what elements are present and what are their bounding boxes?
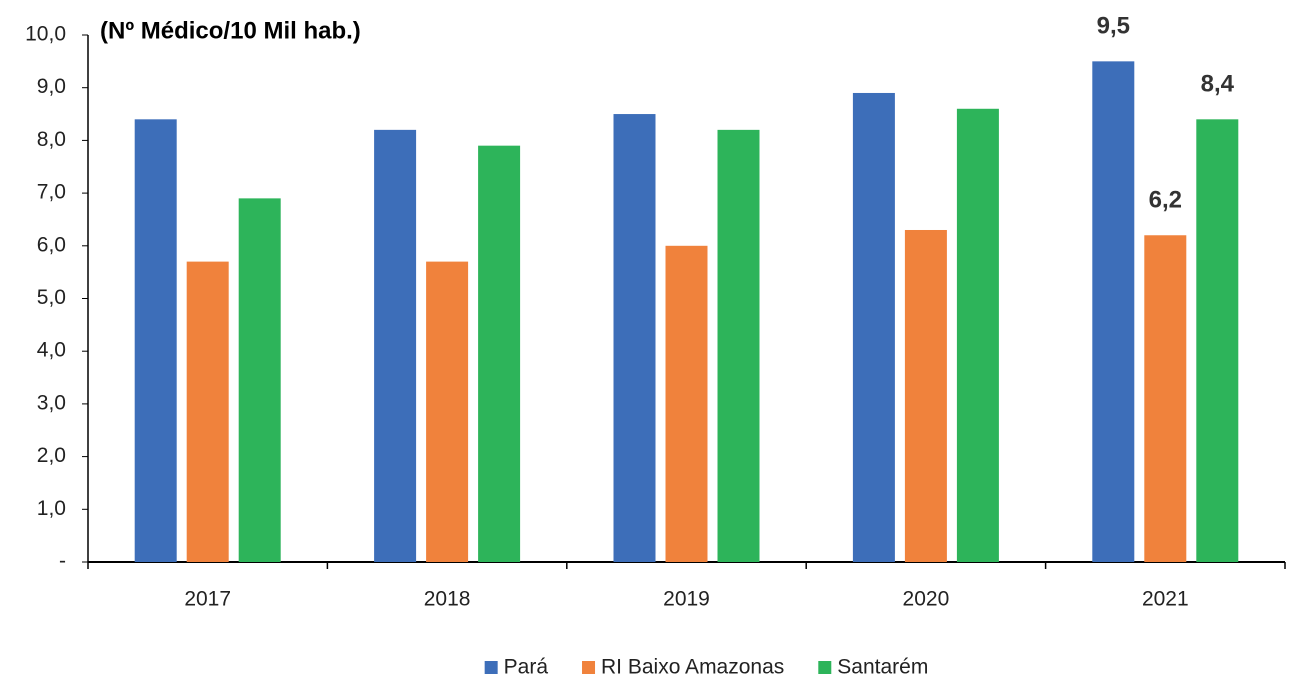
- bar: [374, 129, 417, 563]
- value-label: 6,2: [1149, 187, 1182, 214]
- bar: [238, 198, 281, 562]
- x-tick-label: 2020: [903, 588, 950, 611]
- x-tick-label: 2018: [424, 588, 471, 611]
- y-tick-label: 4,0: [37, 339, 66, 362]
- bar: [186, 261, 229, 562]
- x-tick-label: 2017: [184, 588, 231, 611]
- x-tick-label: 2021: [1142, 588, 1189, 611]
- bar: [1144, 235, 1187, 562]
- bar: [956, 108, 999, 562]
- bar: [1092, 61, 1135, 562]
- y-tick-label: -: [59, 550, 66, 573]
- legend-label: RI Baixo Amazonas: [601, 656, 784, 679]
- y-tick-label: 9,0: [37, 75, 66, 98]
- bar: [717, 129, 760, 563]
- bar: [478, 145, 521, 563]
- legend-swatch: [484, 661, 498, 674]
- bar: [904, 229, 947, 563]
- y-tick-label: 3,0: [37, 391, 66, 414]
- bar: [665, 245, 708, 563]
- bar: [613, 114, 656, 563]
- value-label: 9,5: [1097, 13, 1130, 40]
- x-tick-label: 2019: [663, 588, 710, 611]
- y-tick-label: 1,0: [37, 497, 66, 520]
- y-tick-label: 2,0: [37, 444, 66, 467]
- y-tick-label: 5,0: [37, 286, 66, 309]
- bar: [134, 119, 177, 562]
- chart-title: (Nº Médico/10 Mil hab.): [100, 17, 361, 44]
- value-label: 8,4: [1201, 71, 1235, 98]
- bar: [426, 261, 469, 562]
- legend-swatch: [818, 661, 832, 674]
- y-tick-label: 7,0: [37, 181, 66, 204]
- y-tick-label: 10,0: [25, 23, 66, 46]
- legend-label: Pará: [504, 656, 549, 679]
- bar: [852, 92, 895, 562]
- bar: [1196, 119, 1239, 562]
- legend-label: Santarém: [837, 656, 928, 679]
- y-tick-label: 8,0: [37, 128, 66, 151]
- legend-swatch: [582, 661, 596, 674]
- y-tick-label: 6,0: [37, 233, 66, 256]
